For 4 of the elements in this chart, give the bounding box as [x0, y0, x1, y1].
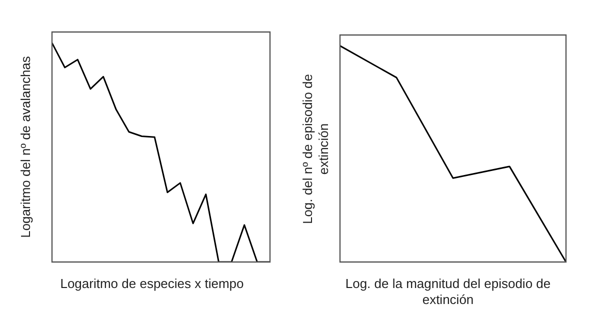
y-axis-title: Logaritmo del nº de avalanchas	[18, 55, 34, 240]
x-axis-title: Log. de la magnitud del episodio de extinción	[344, 276, 552, 308]
x-axis-title: Logaritmo de especies x tiempo	[59, 276, 245, 292]
y-axis-title: Log. del nº de episodio de extinción	[300, 72, 332, 226]
